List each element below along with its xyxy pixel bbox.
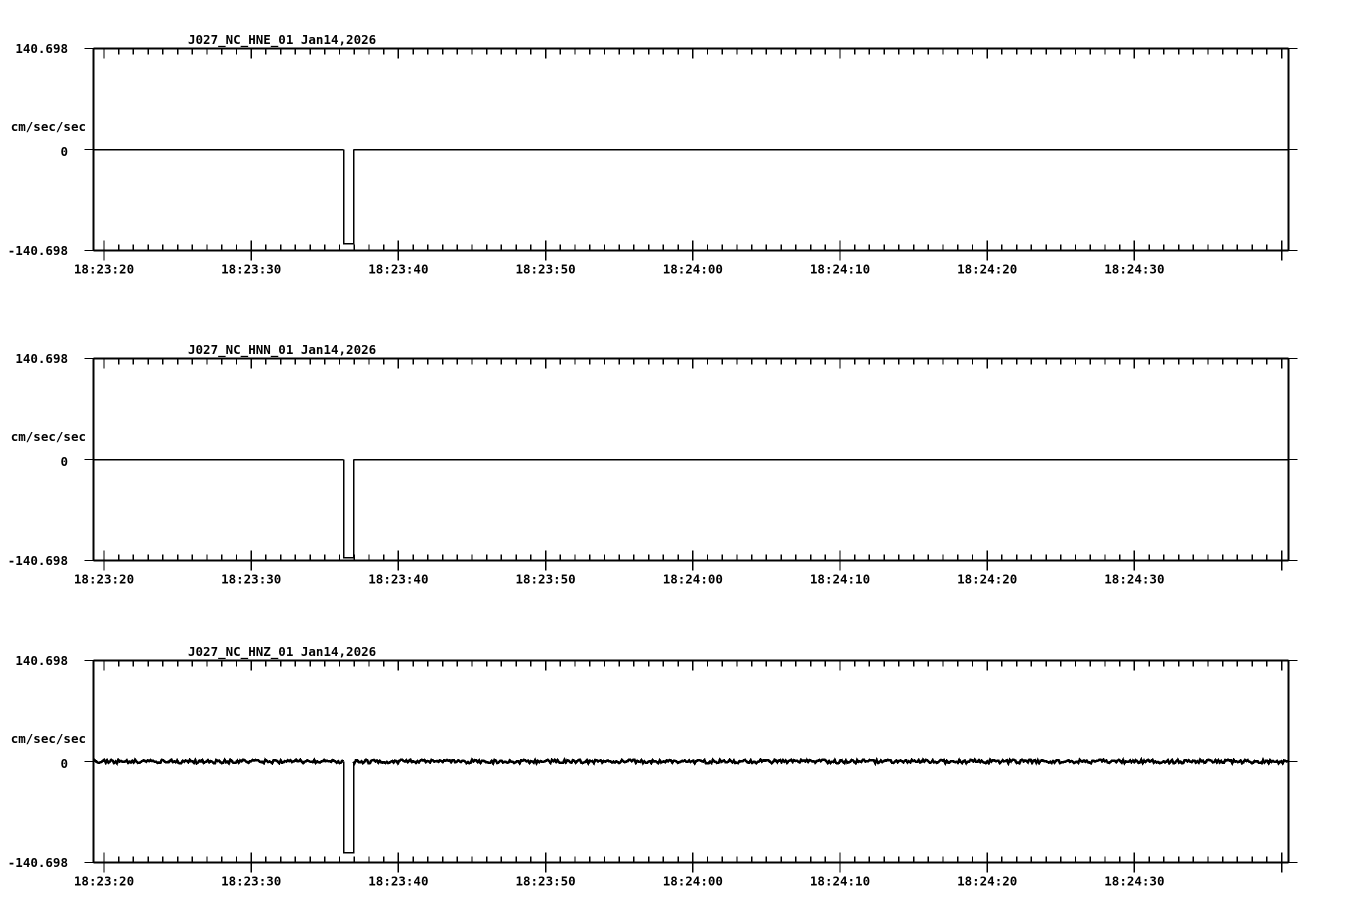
panel-hnn-title: J027_NC_HNN_01 Jan14,2026 (188, 342, 376, 358)
seismogram-panel-hne: J027_NC_HNE_01 Jan14,2026 140.698 cm/sec… (0, 0, 1358, 290)
x-tick-label: 18:24:20 (957, 572, 1017, 587)
panel-hnz-ticks (84, 659, 1298, 873)
panel-hne-ticks (84, 47, 1298, 261)
panel-hnz-ymax-label: 140.698 (15, 653, 68, 668)
panel-hne-ymax-label: 140.698 (15, 41, 68, 56)
x-tick-label: 18:23:30 (221, 262, 281, 277)
x-tick-label: 18:24:20 (957, 874, 1017, 889)
panel-hnn-plot: J027_NC_HNN_01 Jan14,2026 140.698 cm/sec… (8, 342, 1298, 587)
panel-hnn-ymin-label: -140.698 (8, 553, 68, 568)
trace-segment-before-gap (92, 757, 345, 766)
panel-hnn-ymax-label: 140.698 (15, 351, 68, 366)
seismogram-panel-hnn: J027_NC_HNN_01 Jan14,2026 140.698 cm/sec… (0, 310, 1358, 600)
panel-hnz-trace (92, 756, 1290, 854)
panel-hne-ymin-label: -140.698 (8, 243, 68, 258)
x-tick-label: 18:24:00 (663, 262, 723, 277)
x-tick-label: 18:23:30 (221, 874, 281, 889)
panel-hnz-title: J027_NC_HNZ_01 Jan14,2026 (188, 644, 376, 660)
x-tick-label: 18:24:00 (663, 874, 723, 889)
trace-gap-artifact (342, 761, 355, 854)
trace-segment-after-gap (352, 756, 1290, 767)
x-tick-label: 18:24:30 (1104, 572, 1164, 587)
panel-hne-yaxis-title: cm/sec/sec (11, 119, 86, 134)
panel-hnn-trace (93, 458, 1289, 559)
x-tick-label: 18:23:40 (368, 262, 428, 277)
x-tick-label: 18:23:40 (368, 874, 428, 889)
x-tick-label: 18:23:50 (515, 572, 575, 587)
panel-hne-plot: J027_NC_HNE_01 Jan14,2026 140.698 cm/sec… (8, 32, 1298, 277)
panel-hnz-ymin-label: -140.698 (8, 855, 68, 870)
x-tick-label: 18:24:20 (957, 262, 1017, 277)
x-tick-label: 18:24:10 (810, 572, 870, 587)
panel-hne-title: J027_NC_HNE_01 Jan14,2026 (188, 32, 376, 48)
seismogram-panel-hnz: J027_NC_HNZ_01 Jan14,2026 140.698 cm/sec… (0, 612, 1358, 912)
panel-hnn-ymid-label: 0 (60, 454, 68, 469)
panel-hnn-ticks (84, 357, 1298, 571)
x-tick-label: 18:24:10 (810, 874, 870, 889)
panel-hnz-xticklabels: 18:23:20 18:23:30 18:23:40 18:23:50 18:24:00… (74, 874, 1165, 889)
x-tick-label: 18:24:30 (1104, 874, 1164, 889)
x-tick-label: 18:23:50 (515, 874, 575, 889)
x-tick-label: 18:23:50 (515, 262, 575, 277)
panel-hnn-xticklabels: 18:23:20 18:23:30 18:23:40 18:23:50 18:24:00… (74, 572, 1165, 587)
x-tick-label: 18:24:10 (810, 262, 870, 277)
panel-hnz-plot: J027_NC_HNZ_01 Jan14,2026 140.698 cm/sec… (8, 644, 1298, 889)
x-tick-label: 18:24:00 (663, 572, 723, 587)
panel-hnz-ymid-label: 0 (60, 756, 68, 771)
x-tick-label: 18:23:20 (74, 572, 134, 587)
x-tick-label: 18:23:20 (74, 874, 134, 889)
trace-gap-artifact (342, 149, 355, 245)
x-tick-label: 18:23:20 (74, 262, 134, 277)
trace-gap-artifact (342, 459, 355, 559)
panel-hnz-yaxis-title: cm/sec/sec (11, 731, 86, 746)
panel-hne-trace (93, 148, 1289, 245)
x-tick-label: 18:24:30 (1104, 262, 1164, 277)
x-tick-label: 18:23:40 (368, 572, 428, 587)
panel-hne-ymid-label: 0 (60, 144, 68, 159)
x-tick-label: 18:23:30 (221, 572, 281, 587)
panel-hne-xticklabels: 18:23:20 18:23:30 18:23:40 18:23:50 18:24:00… (74, 262, 1165, 277)
panel-hnn-yaxis-title: cm/sec/sec (11, 429, 86, 444)
